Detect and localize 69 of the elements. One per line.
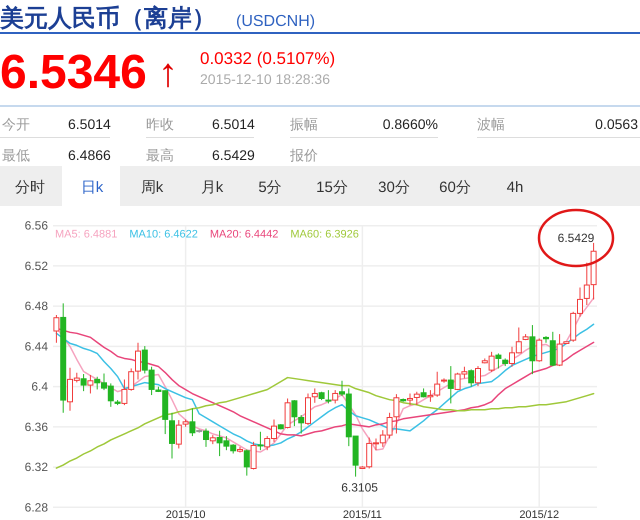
candlestick bbox=[257, 431, 264, 451]
annotation: 6.5429 bbox=[558, 231, 595, 245]
candlestick bbox=[203, 428, 209, 448]
text: 2015-12-10 18:28:36 bbox=[200, 71, 330, 87]
text: 6.5014 bbox=[212, 116, 256, 132]
y-tick-label: 6.4 bbox=[31, 380, 48, 394]
text: 4h bbox=[506, 179, 524, 196]
x-tick-label: 2015/11 bbox=[342, 509, 382, 520]
text: 最低 bbox=[2, 147, 30, 163]
text: MA60: 6.3926 bbox=[290, 228, 359, 241]
y-tick-label: 6.36 bbox=[24, 420, 48, 434]
text: 周k bbox=[140, 179, 164, 196]
text: ↑ bbox=[158, 51, 178, 95]
candlestick bbox=[169, 412, 175, 460]
candlestick bbox=[176, 420, 182, 449]
text: 分时 bbox=[15, 179, 45, 196]
candlestick bbox=[53, 314, 60, 344]
candlestick bbox=[420, 388, 427, 398]
text: 0.8660% bbox=[382, 116, 438, 132]
text: 振幅 bbox=[290, 116, 318, 132]
y-tick-label: 6.32 bbox=[24, 460, 48, 474]
candlestick bbox=[536, 338, 542, 362]
text: 今开 bbox=[2, 116, 30, 132]
text: 报价 bbox=[289, 147, 318, 163]
candlestick bbox=[332, 390, 338, 404]
candlestick bbox=[80, 374, 87, 392]
candlestick bbox=[244, 448, 250, 476]
chart-title: 美元人民币（离岸） bbox=[0, 4, 216, 32]
y-tick-label: 6.44 bbox=[24, 339, 48, 354]
candlestick bbox=[250, 441, 257, 470]
text: MA20: 6.4442 bbox=[210, 228, 278, 241]
x-tick-label: 2015/10 bbox=[166, 509, 206, 520]
y-tick-label: 6.28 bbox=[24, 500, 48, 514]
text: 6.5014 bbox=[68, 116, 112, 132]
candlestick bbox=[189, 408, 196, 437]
candlestick bbox=[407, 392, 413, 406]
text: 30分 bbox=[378, 179, 410, 196]
candlestick bbox=[475, 366, 481, 387]
x-tick-label: 2015/12 bbox=[519, 509, 560, 520]
candlestick bbox=[448, 366, 454, 404]
candlestick bbox=[210, 434, 216, 445]
text: MA10: 6.4622 bbox=[129, 228, 198, 241]
text: 昨收 bbox=[146, 116, 174, 132]
candlestick bbox=[87, 374, 94, 394]
candlestick bbox=[495, 352, 502, 370]
text: 最高 bbox=[146, 147, 174, 163]
candlestick bbox=[325, 390, 332, 404]
text: 日k bbox=[80, 179, 104, 196]
text: 月k bbox=[200, 179, 224, 196]
annotation: 6.3105 bbox=[341, 480, 378, 495]
y-tick-label: 6.48 bbox=[24, 299, 48, 314]
candlestick bbox=[414, 391, 420, 406]
text: 6.4866 bbox=[68, 147, 112, 163]
candlestick bbox=[312, 388, 318, 404]
chart-subtitle: (USDCNH) bbox=[236, 13, 316, 30]
y-tick-label: 6.52 bbox=[24, 258, 48, 273]
text: 0.0563 bbox=[595, 116, 638, 132]
y-tick-label: 6.56 bbox=[24, 218, 48, 233]
candlestick bbox=[529, 324, 536, 375]
text: 波幅 bbox=[477, 116, 505, 132]
text: 0.0332 (0.5107%) bbox=[200, 49, 336, 68]
text: 5分 bbox=[258, 179, 282, 196]
text: 6.5346 bbox=[0, 46, 147, 99]
text: 15分 bbox=[316, 179, 348, 196]
text: MA5: 6.4881 bbox=[55, 228, 118, 241]
line-series bbox=[56, 376, 594, 469]
candlestick bbox=[468, 368, 474, 388]
text: 6.5429 bbox=[212, 147, 256, 163]
text: 60分 bbox=[439, 179, 471, 196]
